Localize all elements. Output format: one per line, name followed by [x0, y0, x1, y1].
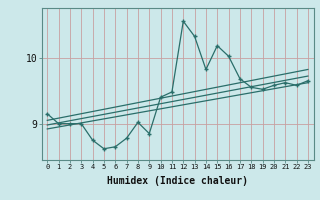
X-axis label: Humidex (Indice chaleur): Humidex (Indice chaleur) [107, 176, 248, 186]
